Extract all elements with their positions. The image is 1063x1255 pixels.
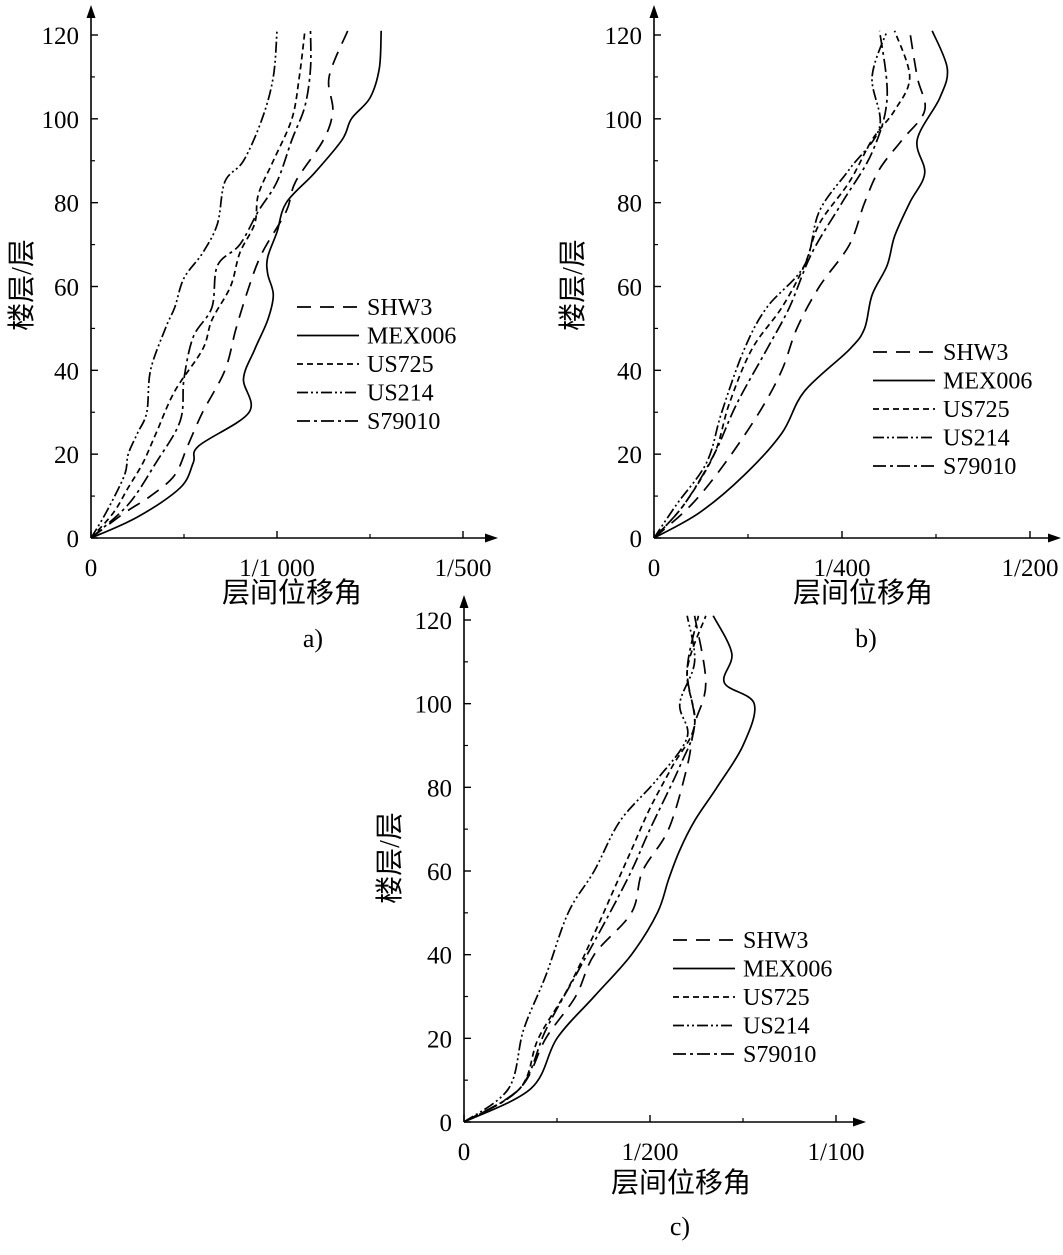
x-tick-label: 1/200: [1002, 555, 1059, 582]
x-tick-label: 0: [85, 555, 98, 582]
y-axis-arrow-icon: [86, 5, 96, 18]
x-axis-title: 层间位移角: [222, 577, 362, 609]
legend-label-shw3: SHW3: [943, 340, 1008, 366]
series-line-shw3: [90, 30, 349, 539]
legend-label-us725: US725: [367, 352, 434, 378]
legend-label-mex006: MEX006: [943, 369, 1032, 395]
x-tick-label: 1/400: [814, 555, 871, 582]
series-line-us214: [653, 30, 888, 539]
series-line-s79010: [90, 30, 312, 539]
y-tick-label: 0: [67, 526, 80, 553]
y-tick-label: 100: [415, 692, 453, 719]
y-axis-arrow-icon: [459, 595, 469, 608]
y-tick-label: 120: [42, 23, 80, 50]
legend-label-mex006: MEX006: [743, 957, 832, 983]
x-axis-arrow-icon: [485, 533, 498, 543]
panel-label: b): [855, 624, 877, 653]
legend-label-s79010: S79010: [943, 454, 1016, 480]
panel-label: c): [670, 1212, 690, 1241]
legend-label-us725: US725: [943, 397, 1010, 423]
y-tick-label: 0: [440, 1110, 453, 1137]
series-line-s79010: [653, 30, 889, 539]
y-tick-label: 20: [617, 442, 642, 469]
series-line-us725: [463, 615, 707, 1123]
chart-panel-2: 0 20 40 60 80 100 120 0 1/400 1/200 层间位移角 楼层/层 b) SHW…: [557, 5, 1061, 653]
y-tick-label: 120: [605, 23, 643, 50]
series-line-s79010: [463, 615, 700, 1123]
series-line-mex006: [653, 30, 949, 539]
y-tick-label: 80: [617, 191, 642, 218]
y-tick-label: 40: [617, 358, 642, 385]
y-axis-title: 楼层/层: [374, 812, 406, 904]
y-tick-label: 80: [427, 775, 452, 802]
x-axis-arrow-icon: [853, 1117, 866, 1127]
x-tick-label: 1/1 000: [239, 555, 315, 582]
y-tick-label: 60: [617, 275, 642, 302]
series-line-mex006: [463, 615, 756, 1123]
series-line-shw3: [653, 30, 927, 539]
x-axis-arrow-icon: [1048, 533, 1061, 543]
series-line-mex006: [90, 30, 383, 539]
series-line-us725: [90, 30, 306, 539]
chart-panel-3: 0 20 40 60 80 100 120 0 1/200 1/100 层间位移角 楼层/层 c) SHW…: [374, 595, 866, 1241]
chart-panel-1: 0 20 40 60 80 100 120 0 1/1 000 1/500 层间位移角 楼层/层 a) S…: [6, 5, 498, 653]
legend-label-mex006: MEX006: [367, 324, 456, 350]
legend-label-shw3: SHW3: [367, 295, 432, 321]
y-tick-label: 100: [42, 107, 80, 134]
y-tick-label: 20: [54, 442, 79, 469]
legend-label-us725: US725: [743, 985, 810, 1011]
y-tick-label: 100: [605, 107, 643, 134]
y-tick-label: 40: [427, 943, 452, 970]
y-tick-label: 20: [427, 1026, 452, 1053]
series-line-us214: [90, 30, 278, 539]
y-tick-label: 0: [630, 526, 643, 553]
panel-label: a): [303, 624, 323, 653]
x-tick-label: 1/500: [435, 555, 492, 582]
series-line-us725: [653, 30, 911, 539]
x-tick-label: 1/200: [622, 1139, 679, 1166]
legend-label-us214: US214: [743, 1014, 810, 1040]
y-axis-title: 楼层/层: [557, 239, 589, 331]
series-line-us214: [463, 615, 696, 1123]
legend-label-s79010: S79010: [367, 409, 440, 435]
legend-label-shw3: SHW3: [743, 928, 808, 954]
y-tick-label: 120: [415, 608, 453, 635]
y-tick-label: 80: [54, 191, 79, 218]
y-axis-title: 楼层/层: [6, 239, 38, 331]
legend-label-s79010: S79010: [743, 1042, 816, 1068]
series-line-shw3: [463, 615, 707, 1123]
y-axis-arrow-icon: [649, 5, 659, 18]
x-tick-label: 1/100: [808, 1139, 865, 1166]
legend-label-us214: US214: [367, 381, 434, 407]
x-axis-title: 层间位移角: [611, 1167, 751, 1199]
y-tick-label: 60: [427, 859, 452, 886]
x-tick-label: 0: [648, 555, 661, 582]
x-tick-label: 0: [458, 1139, 471, 1166]
x-axis-title: 层间位移角: [793, 577, 933, 609]
y-tick-label: 40: [54, 358, 79, 385]
y-tick-label: 60: [54, 275, 79, 302]
legend-label-us214: US214: [943, 426, 1010, 452]
